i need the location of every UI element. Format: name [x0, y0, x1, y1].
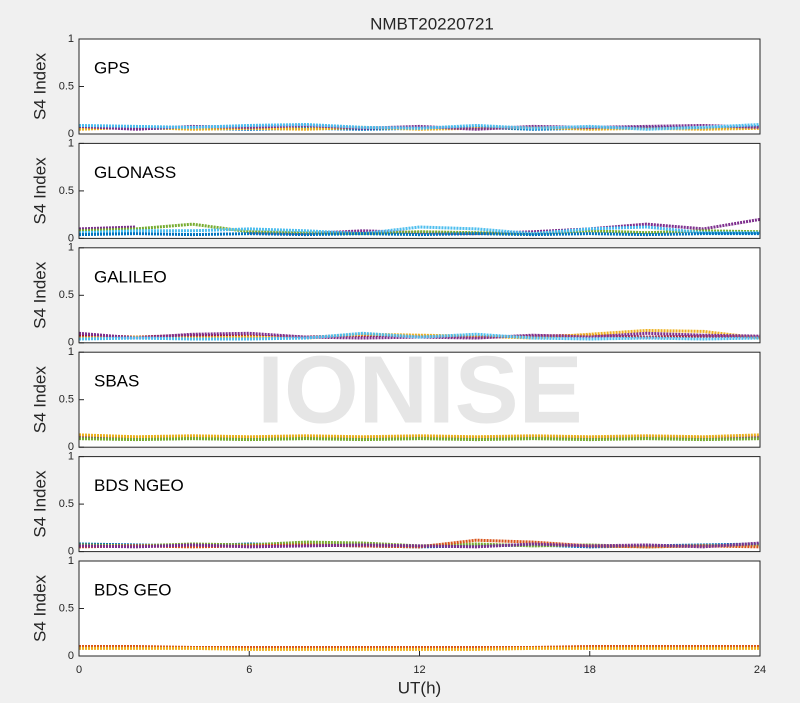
y-axis-label: S4 Index	[30, 261, 49, 329]
y-axis-label: S4 Index	[30, 52, 49, 120]
series-line	[78, 222, 761, 236]
y-tick-label: 1	[68, 242, 74, 254]
x-tick-label: 12	[413, 664, 425, 676]
y-tick-label: 0.5	[59, 185, 74, 197]
series-line	[79, 645, 760, 649]
y-tick-label: 0	[68, 337, 74, 349]
panel-label: BDS NGEO	[94, 476, 184, 495]
axes-box	[78, 351, 761, 448]
axes-box	[78, 142, 761, 239]
y-tick-label: 0.5	[59, 602, 74, 614]
series-line	[78, 331, 761, 341]
y-axis-label: S4 Index	[30, 470, 49, 538]
series-line	[78, 232, 760, 237]
y-tick-label: 0.5	[59, 289, 74, 301]
y-axis-label: S4 Index	[30, 157, 49, 225]
series-line	[78, 437, 761, 442]
series-line	[78, 122, 761, 131]
series-line	[78, 328, 761, 340]
x-tick-label: 24	[754, 664, 766, 676]
axes-background	[79, 247, 760, 343]
x-tick-label: 6	[246, 664, 252, 676]
series-line	[78, 541, 761, 549]
panel-label: SBAS	[94, 372, 139, 391]
y-tick-label: 0	[68, 128, 74, 140]
y-tick-label: 0	[68, 650, 74, 662]
panel-label: BDS GEO	[94, 580, 171, 599]
y-tick-label: 1	[68, 33, 74, 45]
y-tick-label: 1	[68, 346, 74, 358]
axes-background	[79, 143, 760, 239]
panel-label: GLONASS	[94, 163, 176, 182]
series-line	[79, 646, 760, 651]
y-axis-label: S4 Index	[30, 366, 49, 434]
x-tick-label: 18	[584, 664, 596, 676]
series-line	[78, 225, 760, 236]
figure-title: NMBT20220721	[370, 14, 494, 33]
axes-background	[79, 561, 760, 656]
y-tick-label: 0.5	[59, 498, 74, 510]
panel-label: GALILEO	[94, 267, 167, 286]
y-tick-label: 1	[68, 137, 74, 149]
axes-box	[78, 247, 761, 344]
axes-background	[79, 456, 760, 552]
x-tick-label: 0	[76, 664, 82, 676]
x-axis-label: UT(h)	[398, 678, 441, 697]
y-axis-label: S4 Index	[30, 574, 49, 642]
panel-label: GPS	[94, 58, 130, 77]
y-tick-label: 0	[68, 546, 74, 558]
axes-box	[78, 560, 761, 657]
y-tick-label: 0.5	[59, 80, 74, 92]
series-line	[78, 433, 761, 439]
y-tick-label: 0	[68, 232, 74, 244]
series-line	[78, 123, 761, 131]
axes-background	[79, 352, 760, 448]
y-tick-label: 0.5	[59, 394, 74, 406]
watermark: IONISE	[257, 337, 582, 444]
y-tick-label: 0	[68, 441, 74, 453]
axes-box	[78, 38, 761, 135]
y-tick-label: 1	[68, 555, 74, 567]
axes-box	[78, 456, 761, 553]
y-tick-label: 1	[68, 451, 74, 463]
axes-background	[79, 39, 760, 134]
